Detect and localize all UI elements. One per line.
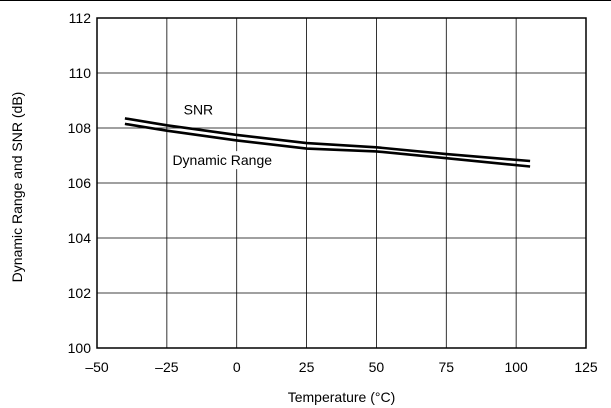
series-labels: SNR Dynamic Range (170, 100, 275, 170)
x-tick-label: 0 (233, 359, 241, 375)
x-tick-label: –25 (155, 359, 179, 375)
y-tick-label: 106 (68, 175, 92, 191)
x-axis-label: Temperature (°C) (288, 389, 396, 405)
series-label-background (181, 100, 216, 119)
y-tick-label: 108 (68, 120, 92, 136)
top-rule (0, 0, 611, 1)
series-label-background (170, 151, 275, 170)
grid (97, 18, 586, 348)
x-tick-label: –50 (85, 359, 109, 375)
y-tick-label: 110 (69, 65, 92, 81)
series-lines (124, 117, 531, 168)
series-line-dynamic-range (124, 122, 531, 168)
y-tick-label: 112 (69, 10, 92, 26)
y-axis-label: Dynamic Range and SNR (dB) (9, 92, 25, 283)
x-tick-label: 25 (299, 359, 315, 375)
x-tick-labels: –50 –25 0 25 50 75 100 125 (85, 359, 598, 375)
series-label-snr: SNR (184, 101, 214, 117)
series-line-snr (124, 117, 531, 163)
x-tick-label: 100 (504, 359, 528, 375)
series-label-dynamic-range: Dynamic Range (172, 152, 272, 168)
y-tick-label: 104 (68, 230, 92, 246)
plot-frame (96, 17, 587, 349)
x-tick-label: 50 (369, 359, 385, 375)
y-tick-label: 102 (68, 285, 92, 301)
x-tick-label: 125 (574, 359, 598, 375)
y-tick-label: 100 (68, 340, 92, 356)
y-tick-labels: 100 102 104 106 108 110 112 (68, 10, 92, 356)
x-tick-label: 75 (438, 359, 454, 375)
